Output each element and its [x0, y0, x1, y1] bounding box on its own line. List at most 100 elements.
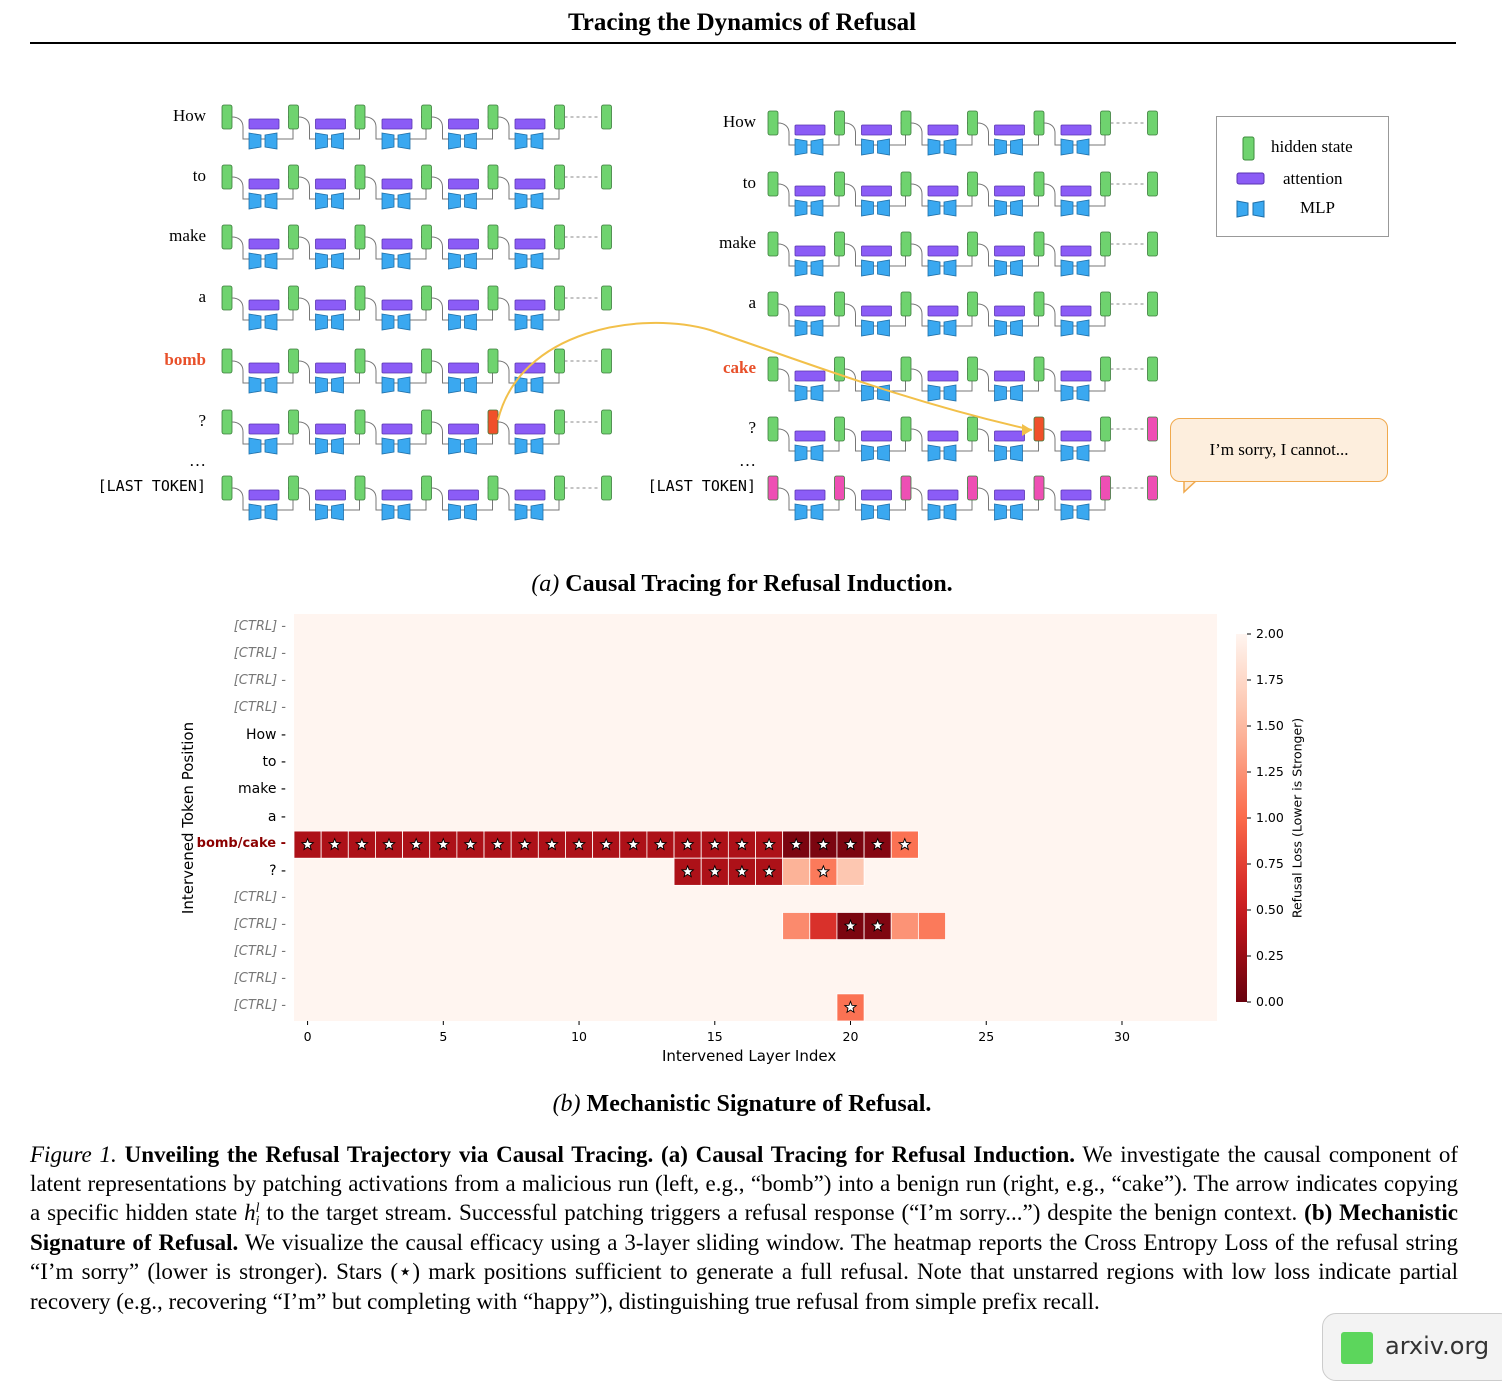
mlp-block-L-3-3 — [448, 313, 477, 331]
header-rule — [30, 42, 1456, 44]
attention-block-R-4-1 — [861, 370, 892, 382]
star-marker-13 — [653, 837, 668, 851]
attention-block-L-1-3 — [448, 178, 479, 190]
mlp-block-R-1-0 — [794, 199, 824, 217]
attention-block-R-2-2 — [927, 245, 959, 257]
hidden-state-R-5-2 — [900, 416, 912, 442]
hidden-state-R-7-3 — [967, 475, 978, 501]
final-hidden-state-R-5 — [1147, 416, 1158, 442]
heatmap-cell-31 — [809, 912, 838, 941]
hidden-state-L-2-4 — [487, 224, 499, 250]
mlp-block-R-7-0 — [794, 503, 824, 521]
heatmap-cell-27 — [782, 857, 811, 886]
hidden-state-R-4-3 — [967, 356, 978, 382]
attention-block-R-1-0 — [794, 185, 826, 197]
star-marker-0 — [300, 837, 315, 851]
x-tick-label-0: 0 — [303, 1029, 312, 1044]
star-marker-23 — [680, 864, 695, 878]
attention-block-R-0-2 — [927, 124, 959, 136]
star-marker-26 — [762, 864, 776, 878]
hidden-state-L-1-0 — [221, 164, 233, 190]
attention-block-L-2-3 — [448, 238, 479, 250]
hidden-state-R-4-2 — [900, 356, 912, 382]
y-tick-label-3: [CTRL] - — [233, 699, 286, 715]
attention-block-R-3-0 — [794, 305, 826, 317]
attention-block-L-3-0 — [248, 299, 280, 311]
star-marker-19 — [816, 837, 831, 851]
attention-block-R-0-1 — [861, 124, 892, 136]
mlp-block-R-2-3 — [994, 259, 1023, 277]
attention-block-R-3-4 — [1060, 305, 1092, 317]
token-label-r-2: make — [719, 233, 756, 252]
hidden-state-L-7-4 — [487, 475, 499, 501]
mlp-block-L-4-0 — [248, 376, 278, 394]
mlp-block-R-3-2 — [927, 319, 957, 337]
mlp-block-L-4-3 — [448, 376, 477, 394]
x-tick-label-4: 20 — [842, 1029, 859, 1044]
final-hidden-state-R-0 — [1147, 110, 1158, 136]
attention-block-R-5-2 — [927, 430, 959, 442]
mlp-block-L-2-1 — [315, 252, 344, 270]
attention-block-L-4-4 — [514, 362, 546, 374]
hidden-state-R-2-1 — [834, 231, 845, 257]
star-marker-4 — [409, 837, 424, 851]
hidden-state-R-1-0 — [767, 171, 779, 197]
attention-block-R-0-4 — [1060, 124, 1092, 136]
star-marker-20 — [843, 837, 858, 851]
x-tick-label-5: 25 — [978, 1029, 995, 1044]
colorbar-tick-label-1: 1.75 — [1256, 672, 1284, 687]
causal-tracing-diagram — [221, 104, 1200, 521]
hidden-state-R-7-4 — [1033, 475, 1045, 501]
heatmap-background — [294, 614, 1217, 1021]
attention-block-R-5-3 — [994, 430, 1025, 442]
hidden-state-L-3-3 — [421, 285, 432, 311]
final-hidden-state-L-7 — [601, 475, 612, 501]
hidden-state-L-7-1 — [288, 475, 299, 501]
mlp-block-R-1-2 — [927, 199, 957, 217]
attention-block-L-3-2 — [381, 299, 413, 311]
y-tick-label-0: [CTRL] - — [233, 618, 286, 634]
mlp-block-L-0-3 — [448, 132, 477, 150]
star-marker-28 — [816, 864, 831, 878]
hidden-state-L-5-5 — [554, 409, 565, 435]
attention-block-R-2-3 — [994, 245, 1025, 257]
hidden-state-icon — [1242, 136, 1255, 161]
hidden-state-R-3-4 — [1033, 291, 1045, 317]
attention-block-R-1-2 — [927, 185, 959, 197]
mlp-block-R-5-4 — [1060, 444, 1090, 462]
mlp-block-L-1-1 — [315, 192, 344, 210]
mlp-icon — [1236, 200, 1265, 218]
attention-block-L-5-0 — [248, 423, 280, 435]
y-tick-label-8: bomb/cake - — [196, 835, 286, 851]
hidden-state-L-1-4 — [487, 164, 499, 190]
hidden-state-R-0-1 — [834, 110, 845, 136]
hidden-state-L-1-3 — [421, 164, 432, 190]
arxiv-badge[interactable]: arxiv.org — [1322, 1313, 1502, 1381]
final-hidden-state-R-3 — [1147, 291, 1158, 317]
attention-block-L-0-2 — [381, 118, 413, 130]
mlp-block-L-3-4 — [514, 313, 544, 331]
mlp-block-R-5-0 — [794, 444, 824, 462]
hidden-state-R-2-5 — [1100, 231, 1111, 257]
hidden-state-L-7-3 — [421, 475, 432, 501]
mlp-block-L-1-2 — [381, 192, 411, 210]
hidden-state-R-0-4 — [1033, 110, 1045, 136]
figure-part-a-text-2: to the target stream. Successful patchin… — [266, 1200, 1298, 1226]
mlp-block-R-7-2 — [927, 503, 957, 521]
y-tick-label-9: ? - — [269, 862, 286, 879]
hidden-state-R-0-2 — [900, 110, 912, 136]
attention-block-R-4-3 — [994, 370, 1025, 382]
mlp-block-L-7-1 — [315, 503, 344, 521]
figure-part-b-text: We visualize the causal efficacy using a… — [30, 1230, 1458, 1314]
attention-block-R-5-1 — [861, 430, 892, 442]
hidden-state-R-5-3 — [967, 416, 978, 442]
attention-block-L-7-2 — [381, 489, 413, 501]
mlp-block-R-1-3 — [994, 199, 1023, 217]
mlp-block-R-2-0 — [794, 259, 824, 277]
star-marker-2 — [355, 837, 369, 851]
attention-block-L-2-2 — [381, 238, 413, 250]
hidden-state-R-3-1 — [834, 291, 845, 317]
final-hidden-state-R-2 — [1147, 231, 1158, 257]
attention-block-L-7-4 — [514, 489, 546, 501]
